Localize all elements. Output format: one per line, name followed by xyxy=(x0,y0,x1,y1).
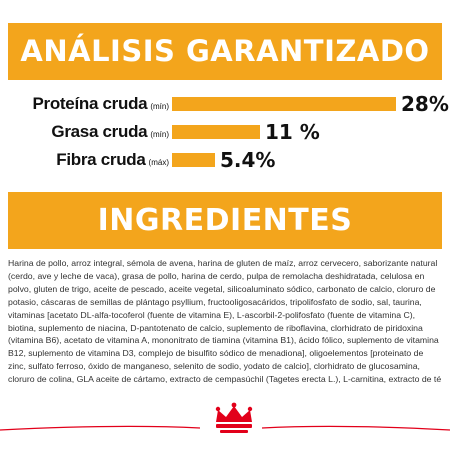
nutrient-qualifier: (mín) xyxy=(150,130,169,139)
crown-logo-icon xyxy=(215,402,253,433)
nutrient-name: Grasa cruda xyxy=(51,122,148,141)
ingredients-banner: INGREDIENTES xyxy=(8,192,442,249)
analysis-label: Fibra cruda (máx) xyxy=(56,148,169,172)
analysis-label: Grasa cruda (mín) xyxy=(51,120,169,144)
nutrient-bar xyxy=(172,153,215,167)
nutrient-value: 5.4% xyxy=(220,148,276,172)
ingredients-section: Harina de pollo, arroz integral, sémola … xyxy=(8,257,442,385)
nutrient-bar xyxy=(172,97,396,111)
ingredients-list: Harina de pollo, arroz integral, sémola … xyxy=(8,258,442,385)
nutrient-qualifier: (máx) xyxy=(148,158,169,167)
nutrient-name: Fibra cruda xyxy=(56,150,146,169)
analysis-row-fat: Grasa cruda (mín) 11 % xyxy=(0,120,450,144)
analysis-label: Proteína cruda (mín) xyxy=(32,92,169,116)
nutrient-name: Proteína cruda xyxy=(32,94,148,113)
footer-line xyxy=(0,425,450,431)
ingredients-title: INGREDIENTES xyxy=(97,203,353,238)
nutrient-value: 11 % xyxy=(265,120,320,144)
nutrient-value: 28% xyxy=(401,92,449,116)
analysis-row-fiber: Fibra cruda (máx) 5.4% xyxy=(0,148,450,172)
nutrient-qualifier: (mín) xyxy=(150,102,169,111)
analysis-banner: ANÁLISIS GARANTIZADO xyxy=(8,23,442,80)
analysis-row-protein: Proteína cruda (mín) 28% xyxy=(0,92,450,116)
analysis-title: ANÁLISIS GARANTIZADO xyxy=(20,34,430,68)
nutrient-bar xyxy=(172,125,260,139)
